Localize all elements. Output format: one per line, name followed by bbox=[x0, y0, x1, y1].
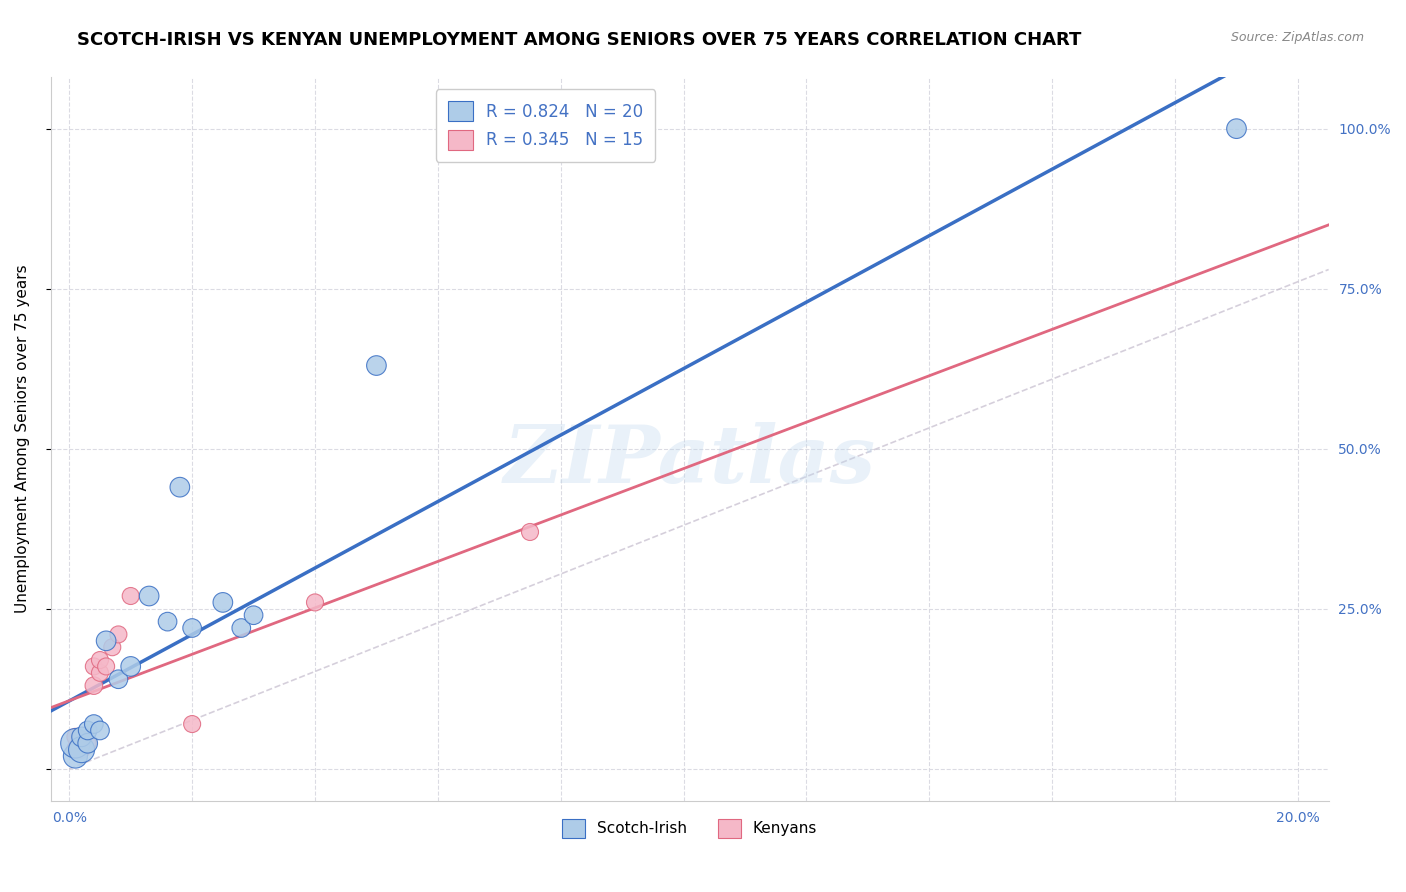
Point bbox=[304, 595, 326, 609]
Point bbox=[76, 723, 98, 738]
Point bbox=[231, 621, 253, 635]
Point bbox=[83, 659, 105, 673]
Point bbox=[169, 480, 191, 494]
Point bbox=[65, 749, 87, 764]
Point bbox=[1225, 121, 1247, 136]
Point bbox=[89, 723, 111, 738]
Point bbox=[89, 653, 111, 667]
Point bbox=[519, 524, 541, 539]
Point bbox=[70, 730, 93, 744]
Point bbox=[181, 717, 204, 731]
Point bbox=[89, 665, 111, 680]
Point bbox=[83, 679, 105, 693]
Point bbox=[156, 615, 179, 629]
Point bbox=[366, 359, 388, 373]
Point bbox=[65, 736, 87, 750]
Point bbox=[70, 742, 93, 756]
Text: Source: ZipAtlas.com: Source: ZipAtlas.com bbox=[1230, 31, 1364, 45]
Point bbox=[76, 736, 98, 750]
Point bbox=[65, 730, 87, 744]
Point bbox=[94, 659, 117, 673]
Point bbox=[242, 608, 264, 623]
Point bbox=[76, 736, 98, 750]
Point bbox=[107, 627, 129, 641]
Point bbox=[138, 589, 160, 603]
Point bbox=[83, 717, 105, 731]
Point bbox=[181, 621, 204, 635]
Point bbox=[107, 672, 129, 686]
Point bbox=[94, 633, 117, 648]
Point bbox=[70, 742, 93, 756]
Point bbox=[120, 659, 142, 673]
Text: SCOTCH-IRISH VS KENYAN UNEMPLOYMENT AMONG SENIORS OVER 75 YEARS CORRELATION CHAR: SCOTCH-IRISH VS KENYAN UNEMPLOYMENT AMON… bbox=[77, 31, 1081, 49]
Y-axis label: Unemployment Among Seniors over 75 years: Unemployment Among Seniors over 75 years bbox=[15, 265, 30, 614]
Point bbox=[65, 742, 87, 756]
Point bbox=[211, 595, 233, 609]
Point bbox=[101, 640, 124, 655]
Point bbox=[120, 589, 142, 603]
Text: ZIPatlas: ZIPatlas bbox=[503, 422, 876, 500]
Legend: Scotch-Irish, Kenyans: Scotch-Irish, Kenyans bbox=[555, 813, 824, 844]
